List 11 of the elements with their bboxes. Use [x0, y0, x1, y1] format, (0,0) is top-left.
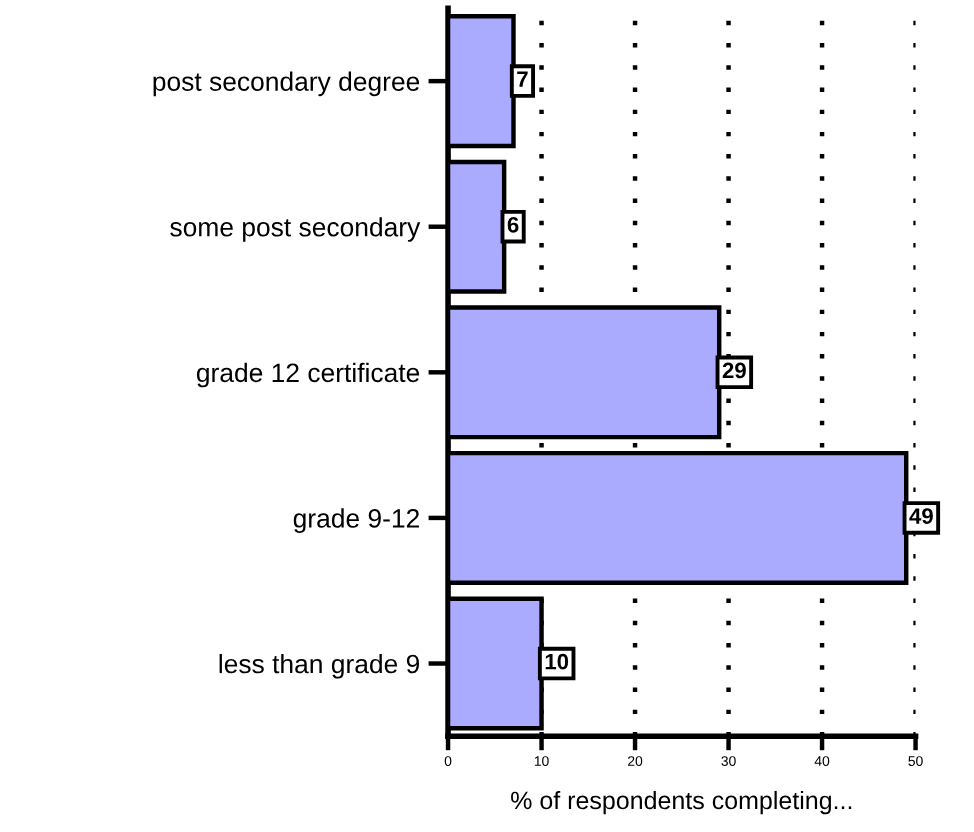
- data-label: 10: [545, 653, 569, 670]
- data-label: 29: [722, 362, 746, 379]
- x-axis-title: % of respondents completing...: [511, 790, 852, 815]
- y-tick-label: less than grade 9: [219, 653, 420, 679]
- y-tick-label: some post secondary: [170, 217, 421, 242]
- y-tick-label: post secondary degree: [153, 71, 420, 97]
- data-label: 7: [517, 71, 528, 87]
- y-tick-label: grade 12 certificate: [196, 362, 420, 388]
- data-label: 49: [909, 508, 933, 524]
- y-tick-label: grade 9-12: [293, 508, 419, 533]
- data-label: 6: [507, 216, 519, 233]
